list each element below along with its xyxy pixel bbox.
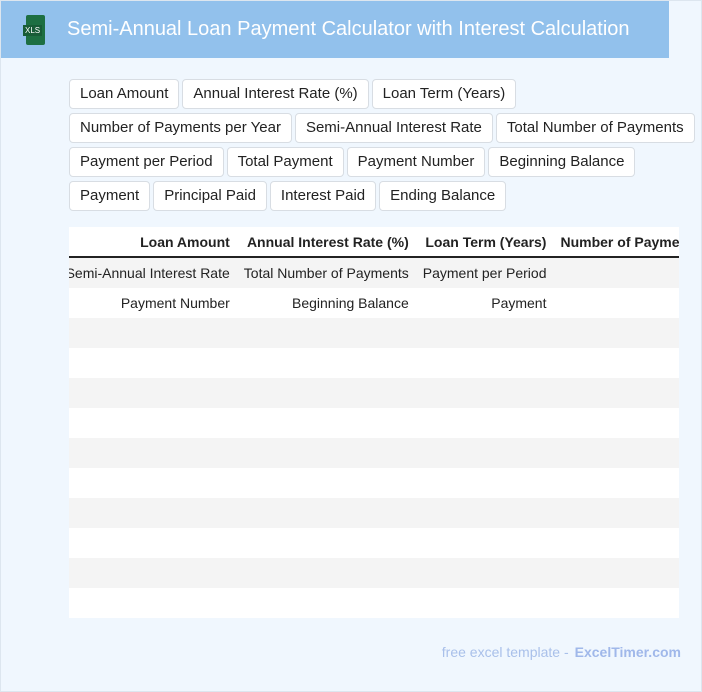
column-header: Annual Interest Rate (%) [236,227,416,258]
table-cell [69,378,237,408]
table-cell [236,558,416,588]
footer: free excel template - ExcelTimer.com [442,644,681,660]
table-cell: Beginning Balance [291,295,409,311]
table-row: 5 [69,408,679,438]
table-cell: Payment per Period [415,257,554,288]
table-cell [237,588,416,618]
footer-text: free excel template - [441,644,569,660]
column-chip[interactable]: Total Number of Payments [495,113,695,143]
table-cell [69,408,237,438]
table-cell [237,348,416,378]
table-cell [416,528,554,558]
header-bar: XLS Semi-Annual Loan Payment Calculator … [1,1,669,58]
table-cell [69,498,237,528]
table-cell [416,408,554,438]
table-cell [416,588,554,618]
table-row: 7 [69,468,679,498]
page-title: Semi-Annual Loan Payment Calculator with… [67,18,630,40]
table-cell: Payment Number [120,295,230,311]
table-cell [553,378,679,408]
table-cell [69,588,237,618]
column-chip[interactable]: Payment [69,181,151,211]
column-header: Loan Amount [69,227,237,258]
table-cell [236,498,416,528]
table-cell [553,318,679,348]
column-chips: Loan Amount Annual Interest Rate (%) Loan … [69,79,699,211]
table-cell [69,348,237,378]
column-chip[interactable]: Total Payment [226,147,344,177]
table-cell [237,408,416,438]
table-cell [416,468,554,498]
column-chip[interactable]: Interest Paid [269,181,377,211]
table-cell [553,558,679,588]
table-cell [415,558,554,588]
column-chip[interactable]: Payment per Period [69,147,224,177]
column-chip[interactable]: Principal Paid [153,181,267,211]
table-cell [553,588,679,618]
table-row: 8 [69,498,679,528]
table-cell [416,348,554,378]
column-chip[interactable]: Semi-Annual Interest Rate [294,113,493,143]
column-chip[interactable]: Number of Payments per Year [69,113,292,143]
table-row: 3 [69,348,679,378]
table-row: 11 [69,588,679,618]
table-cell [553,257,679,288]
table-row: 6 [69,438,679,468]
table-cell: Semi-Annual Interest Rate [69,257,237,288]
table-cell [237,468,416,498]
column-chip[interactable]: Loan Term (Years) [371,79,517,109]
table-cell [415,378,554,408]
table-cell [236,378,416,408]
table-cell [415,498,554,528]
footer-brand-link[interactable]: ExcelTimer.com [574,644,681,660]
table-cell [415,318,554,348]
table-cell: Payment [491,295,547,311]
table-cell [415,438,554,468]
column-chip[interactable]: Ending Balance [379,181,507,211]
table-cell [553,348,679,378]
table-row: 4 [69,378,679,408]
table-row: 10 [69,558,679,588]
table-cell [553,438,679,468]
table-cell [69,438,237,468]
column-header: Loan Term (Years) [415,227,554,258]
xls-file-icon: XLS [23,14,45,45]
column-chip[interactable]: Beginning Balance [488,147,636,177]
table-cell [237,528,416,558]
column-chip[interactable]: Payment Number [346,147,486,177]
data-table: Loan Amount Annual Interest Rate (%) Loan … [69,227,679,618]
table-cell [69,318,237,348]
column-chip[interactable]: Annual Interest Rate (%) [182,79,369,109]
table-cell [553,288,679,318]
table-cell [236,438,416,468]
column-chip[interactable]: Loan Amount [69,79,180,109]
table-cell [553,468,679,498]
table-cell [553,408,679,438]
data-table-container[interactable]: Loan Amount Annual Interest Rate (%) Loan … [69,227,679,618]
table-cell [69,558,237,588]
table-cell [69,468,237,498]
column-header: Number of Payments per Year [553,227,679,258]
table-cell [236,318,416,348]
table-cell [69,528,237,558]
table-cell [553,498,679,528]
table-cell: Total Number of Payments [236,257,416,288]
table-row: 2 [69,318,679,348]
table-cell [553,528,679,558]
table-row: 9 [69,528,679,558]
